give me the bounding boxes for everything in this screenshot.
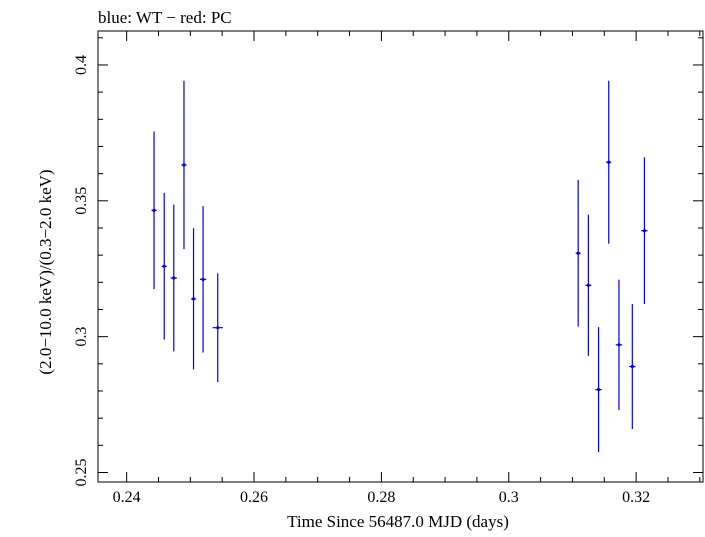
data-point (606, 80, 612, 244)
data-marker (617, 343, 621, 347)
x-tick-label: 0.24 (113, 489, 141, 506)
x-tick-label: 0.26 (240, 489, 268, 506)
data-point (170, 204, 177, 352)
data-marker (182, 163, 186, 167)
x-axis-label: Time Since 56487.0 MJD (days) (287, 512, 509, 531)
data-marker (576, 251, 580, 255)
data-marker (201, 277, 205, 281)
data-point (151, 131, 157, 290)
data-point (629, 304, 636, 430)
plot-frame (97, 30, 704, 483)
ticks-group (98, 31, 703, 482)
x-tick-label: 0.32 (622, 489, 650, 506)
y-tick-label: 0.4 (73, 55, 90, 75)
data-marker (596, 388, 601, 392)
data-marker (162, 264, 166, 268)
data-point (161, 192, 167, 340)
data-marker (191, 297, 196, 301)
y-tick-label: 0.25 (73, 458, 90, 486)
x-tick-label: 0.3 (499, 489, 519, 506)
y-tick-label: 0.3 (73, 327, 90, 347)
points-group (151, 80, 648, 453)
data-marker (586, 283, 590, 287)
data-marker (607, 160, 611, 164)
data-point (575, 179, 581, 327)
data-point (212, 273, 223, 383)
tick-labels-group: 0.24 0.26 0.28 0.3 0.32 0.25 0.3 0.35 0.4 (73, 55, 650, 506)
data-marker (642, 229, 647, 233)
y-axis-label: (2.0−10.0 keV)/(0.3−2.0 keV) (36, 169, 55, 374)
x-tick-label: 0.28 (367, 489, 395, 506)
plot-frame-group (97, 30, 704, 483)
data-marker (172, 276, 176, 280)
data-point (181, 80, 187, 250)
data-marker (216, 326, 220, 330)
data-point (615, 279, 623, 411)
data-point (585, 214, 592, 356)
data-point (190, 228, 197, 370)
data-marker (630, 364, 634, 369)
data-point (641, 157, 648, 305)
data-marker (152, 208, 156, 212)
data-point (595, 327, 602, 453)
y-tick-label: 0.35 (73, 187, 90, 215)
data-point (199, 205, 207, 353)
chart-title: blue: WT − red: PC (98, 8, 232, 27)
